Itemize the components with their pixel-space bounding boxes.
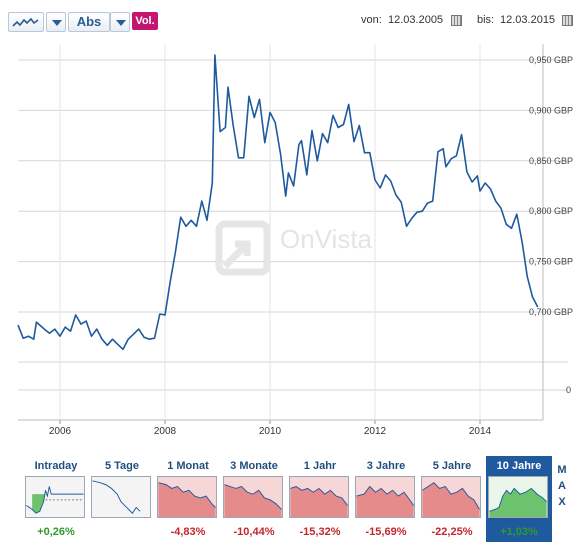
thumbnail-area (356, 486, 414, 517)
timeframe-1-monat[interactable]: 1 Monat -4,83% (155, 456, 221, 542)
thumbnail-line (422, 482, 480, 510)
y-tick-label: 0,700 GBP (529, 307, 573, 317)
timeframe-thumbnail (488, 476, 548, 518)
timeframe-label: Intraday (34, 460, 78, 472)
timeframe-3-monate[interactable]: 3 Monate -10,44% (221, 456, 287, 542)
y-tick-label: 0,850 GBP (529, 156, 573, 166)
thumbnail-line (92, 480, 141, 514)
thumbnail-area (224, 484, 282, 517)
price-line (17, 54, 539, 351)
chart-type-dropdown[interactable] (46, 12, 66, 32)
thumbnail-line (356, 485, 414, 506)
timeframe-change: -10,44% (233, 526, 275, 538)
max-button[interactable]: M A X (556, 462, 568, 510)
thumbnail-area (489, 488, 547, 517)
thumbnail-area (32, 494, 46, 514)
thumbnail-area (290, 486, 348, 517)
timeframe-thumbnail (91, 476, 151, 518)
timeframe-change: -15,32% (299, 526, 341, 538)
volume-button[interactable]: Vol. (132, 12, 158, 30)
x-tick-label: 2012 (364, 426, 387, 437)
timeframe-1-jahr[interactable]: 1 Jahr -15,32% (287, 456, 353, 542)
timeframe-change: +1,03% (500, 526, 538, 538)
from-label: von: (361, 14, 382, 26)
to-label: bis: (477, 14, 495, 26)
to-date[interactable]: 12.03.2015 (500, 14, 556, 26)
chart-grid (18, 44, 568, 421)
from-date[interactable]: 12.03.2005 (388, 14, 444, 26)
max-label: M (557, 464, 567, 476)
price-chart: OnVista 0,950 GBP 0,900 GBP 0,850 GBP 0,800… (17, 44, 573, 437)
y-tick-label: 0,950 GBP (529, 55, 573, 65)
thumbnail-area (158, 482, 216, 517)
timeframe-10-jahre[interactable]: 10 Jahre +1,03% (486, 456, 552, 542)
x-tick-label: 2010 (259, 426, 282, 437)
timeframe-5-jahre[interactable]: 5 Jahre -22,25% (419, 456, 485, 542)
timeframe-thumbnail (421, 476, 481, 518)
max-label: A (558, 480, 566, 492)
thumbnail-line (290, 485, 348, 506)
thumbnail-area (422, 482, 480, 517)
max-label: X (558, 496, 566, 508)
calendar-icon[interactable] (451, 15, 462, 26)
timeframe-thumbnail (223, 476, 283, 518)
timeframe-thumbnail (25, 476, 85, 518)
y-tick-label: 0,900 GBP (529, 105, 573, 115)
scale-dropdown[interactable] (110, 12, 130, 32)
chart-type-button[interactable] (8, 12, 44, 32)
x-tick-label: 2014 (469, 426, 492, 437)
timeframe-label: 3 Monate (230, 460, 278, 472)
x-tick-label: 2008 (154, 426, 177, 437)
thumbnail-line (224, 484, 282, 510)
line-chart-icon (12, 17, 39, 27)
timeframe-change: +0,26% (37, 526, 75, 538)
timeframe-change: -4,83% (170, 526, 206, 538)
y-tick-label: 0 (566, 385, 571, 395)
timeframe-thumbnail (355, 476, 415, 518)
timeframe-3-jahre[interactable]: 3 Jahre -15,69% (353, 456, 419, 542)
y-axis: 0,950 GBP 0,900 GBP 0,850 GBP 0,800 GBP 0,75… (529, 55, 573, 395)
timeframe-thumbnail (289, 476, 349, 518)
calendar-icon[interactable] (562, 15, 573, 26)
timeframe-label: 5 Jahre (432, 460, 472, 472)
thumbnail-line (26, 486, 84, 514)
x-axis: 2006 2008 2010 2012 2014 (49, 420, 492, 437)
timeframe-change: -22,25% (431, 526, 473, 538)
timeframe-label: 1 Monat (167, 460, 209, 472)
timeframe-thumbnail (157, 476, 217, 518)
watermark-text: OnVista (280, 224, 373, 254)
timeframe-intraday[interactable]: Intraday +0,26% (23, 456, 89, 542)
timeframe-label: 1 Jahr (303, 460, 337, 472)
y-tick-label: 0,800 GBP (529, 206, 573, 216)
timeframe-5-tage[interactable]: 5 Tage (89, 456, 155, 542)
timeframe-label: 3 Jahre (366, 460, 406, 472)
thumbnail-line (158, 482, 216, 508)
timeframe-label: 10 Jahre (496, 460, 542, 472)
onvista-watermark: OnVista (215, 220, 373, 276)
timeframe-label: 5 Tage (104, 460, 140, 472)
scale-button[interactable]: Abs (68, 12, 110, 32)
y-tick-label: 0,750 GBP (529, 257, 573, 267)
thumbnail-line (489, 487, 547, 512)
x-tick-label: 2006 (49, 426, 72, 437)
scale-label: Abs (76, 14, 102, 29)
timeframe-change: -15,69% (365, 526, 407, 538)
